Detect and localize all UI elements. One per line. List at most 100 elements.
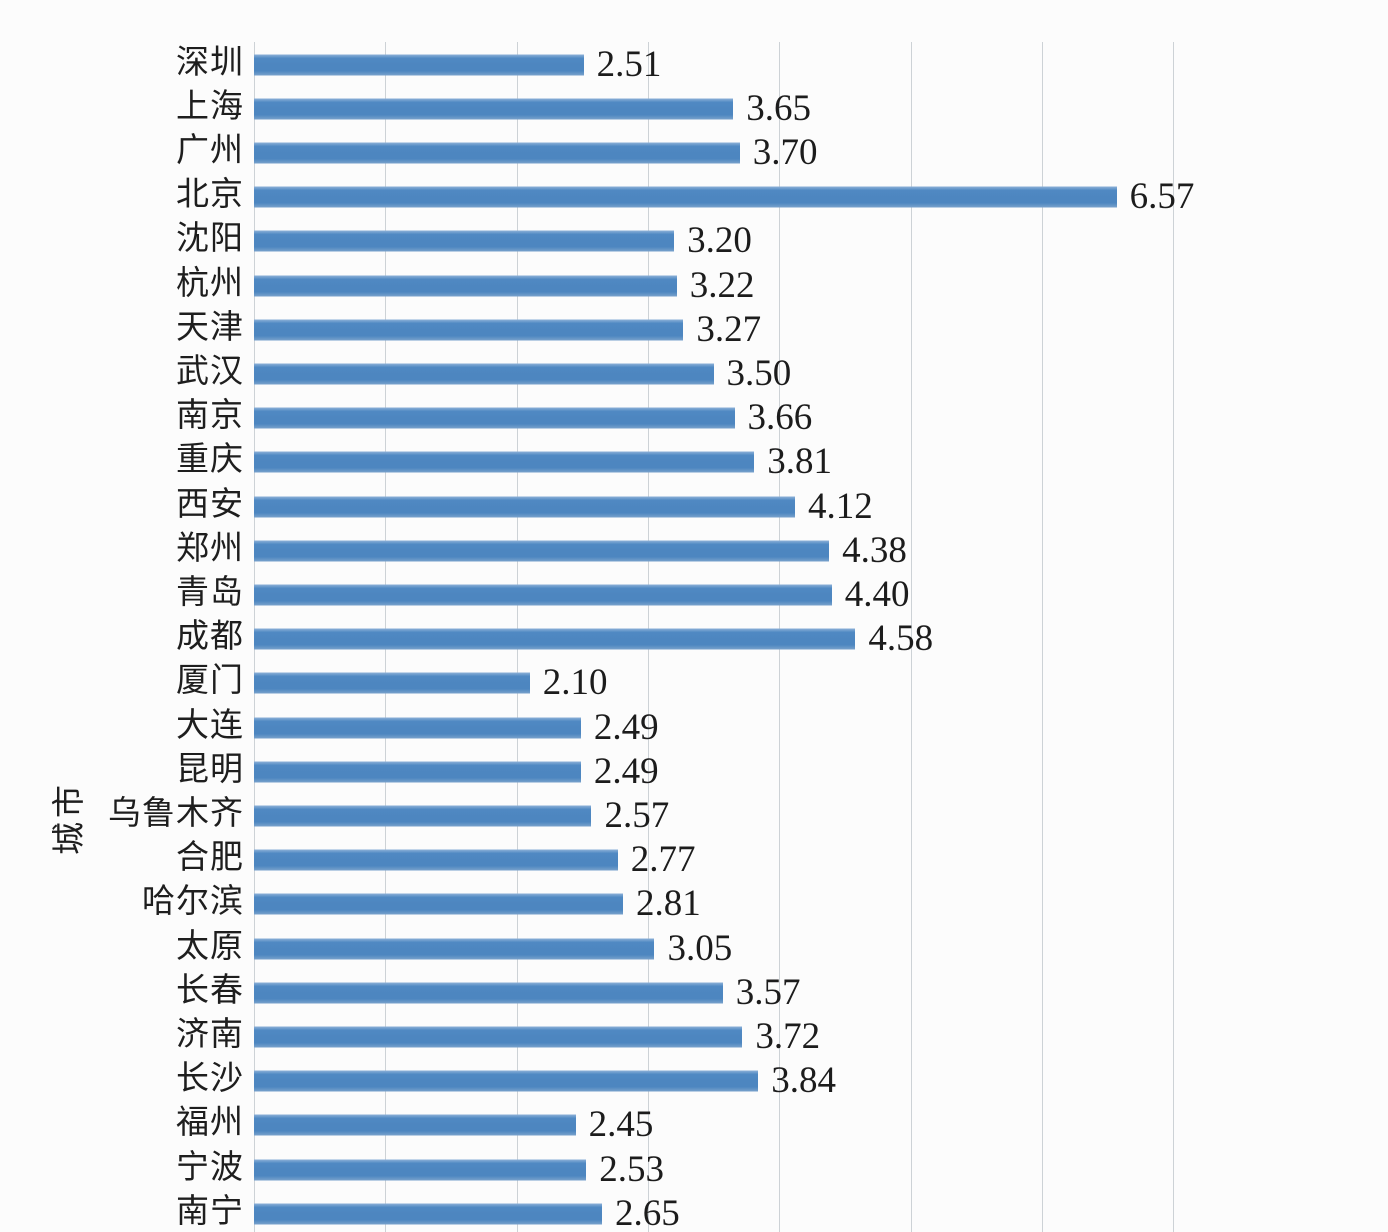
- bar: [254, 1203, 602, 1225]
- category-label: 重庆: [176, 442, 244, 479]
- chart-row: 郑州 4.38: [0, 529, 1388, 573]
- category-label: 北京: [176, 177, 244, 214]
- chart-row: 合肥 2.77: [0, 838, 1388, 882]
- value-label: 3.65: [746, 87, 811, 129]
- category-label: 合肥: [176, 840, 244, 877]
- category-label: 厦门: [176, 663, 244, 700]
- value-label: 2.51: [596, 43, 662, 85]
- bar: [254, 275, 677, 296]
- chart-row: 西安 4.12: [0, 485, 1388, 529]
- category-label: 深圳: [176, 44, 244, 81]
- bar: [254, 849, 618, 871]
- value-label: 2.57: [604, 794, 670, 836]
- chart-row: 深圳 2.51: [0, 43, 1388, 87]
- chart-row: 宁波 2.53: [0, 1148, 1388, 1192]
- bar: [254, 1114, 576, 1136]
- bar: [254, 407, 735, 429]
- value-label: 2.49: [593, 750, 659, 792]
- value-label: 4.40: [844, 573, 910, 615]
- bar: [254, 451, 755, 473]
- value-label: 3.72: [755, 1015, 821, 1057]
- value-label: 4.12: [807, 485, 873, 527]
- gridline: [1173, 42, 1175, 1232]
- bar: [254, 938, 655, 959]
- value-label: 3.57: [735, 971, 801, 1013]
- value-label: 2.81: [635, 883, 701, 925]
- chart-row: 乌鲁木齐 2.57: [0, 794, 1388, 838]
- chart-row: 杭州 3.22: [0, 264, 1388, 308]
- bar: [254, 1026, 743, 1048]
- chart-row: 哈尔滨 2.81: [0, 882, 1388, 926]
- bar: [254, 761, 581, 783]
- value-label: 2.53: [599, 1148, 664, 1190]
- category-label: 杭州: [176, 265, 244, 302]
- bar: [254, 186, 1117, 208]
- chart-row: 青岛 4.40: [0, 573, 1388, 617]
- category-label: 长沙: [176, 1061, 244, 1098]
- bar: [254, 717, 581, 738]
- chart-row: 大连 2.49: [0, 706, 1388, 750]
- bar: [254, 584, 832, 606]
- value-label: 3.27: [696, 308, 762, 350]
- category-label: 天津: [176, 309, 244, 346]
- category-label: 广州: [176, 133, 244, 170]
- bar: [254, 982, 723, 1004]
- category-label: 福州: [176, 1105, 244, 1142]
- category-label: 武汉: [176, 354, 244, 391]
- category-label: 成都: [176, 619, 244, 656]
- bar: [254, 893, 623, 915]
- bar: [254, 98, 734, 120]
- value-label: 3.70: [752, 131, 818, 173]
- gridline: [910, 42, 912, 1232]
- value-label: 3.20: [687, 220, 752, 262]
- chart-row: 广州 3.70: [0, 131, 1388, 175]
- category-label: 上海: [176, 88, 244, 125]
- gridline: [1041, 42, 1043, 1232]
- category-label: 哈尔滨: [142, 884, 244, 921]
- chart-row: 天津 3.27: [0, 308, 1388, 352]
- bar: [254, 628, 856, 650]
- value-label: 2.45: [588, 1104, 654, 1146]
- chart-row: 福州 2.45: [0, 1103, 1388, 1147]
- category-label: 济南: [176, 1017, 244, 1054]
- chart-row: 上海 3.65: [0, 87, 1388, 131]
- chart-row: 济南 3.72: [0, 1015, 1388, 1059]
- bar: [254, 1070, 759, 1092]
- chart-row: 沈阳 3.20: [0, 219, 1388, 263]
- category-label: 昆明: [176, 751, 244, 788]
- bar: [254, 540, 830, 562]
- value-label: 2.49: [593, 706, 659, 748]
- category-label: 乌鲁木齐: [108, 796, 244, 833]
- value-label: 6.57: [1129, 175, 1195, 217]
- value-label: 3.05: [667, 927, 733, 969]
- value-label: 4.38: [842, 529, 907, 571]
- bar: [254, 230, 675, 252]
- bar: [254, 496, 795, 517]
- value-label: 2.65: [614, 1192, 680, 1232]
- value-label: 3.66: [747, 396, 813, 438]
- chart-row: 昆明 2.49: [0, 750, 1388, 794]
- bar: [254, 319, 684, 341]
- category-label: 沈阳: [176, 221, 244, 258]
- chart-row: 南宁 2.65: [0, 1192, 1388, 1232]
- bar: [254, 805, 592, 827]
- value-label: 2.77: [630, 838, 696, 880]
- chart-row: 武汉 3.50: [0, 352, 1388, 396]
- value-label: 3.84: [771, 1059, 836, 1101]
- category-label: 南京: [176, 398, 244, 435]
- chart-row: 成都 4.58: [0, 617, 1388, 661]
- chart-row: 长沙 3.84: [0, 1059, 1388, 1103]
- bar: [254, 363, 714, 385]
- bar: [254, 1159, 587, 1180]
- chart-row: 长春 3.57: [0, 971, 1388, 1015]
- bar: [254, 672, 530, 694]
- chart-row: 北京 6.57: [0, 175, 1388, 219]
- category-label: 太原: [176, 928, 244, 965]
- value-label: 3.22: [689, 264, 755, 306]
- value-label: 2.10: [542, 662, 608, 704]
- value-label: 3.81: [767, 441, 832, 483]
- category-label: 青岛: [176, 575, 244, 612]
- bar: [254, 142, 740, 164]
- chart-row: 南京 3.66: [0, 396, 1388, 440]
